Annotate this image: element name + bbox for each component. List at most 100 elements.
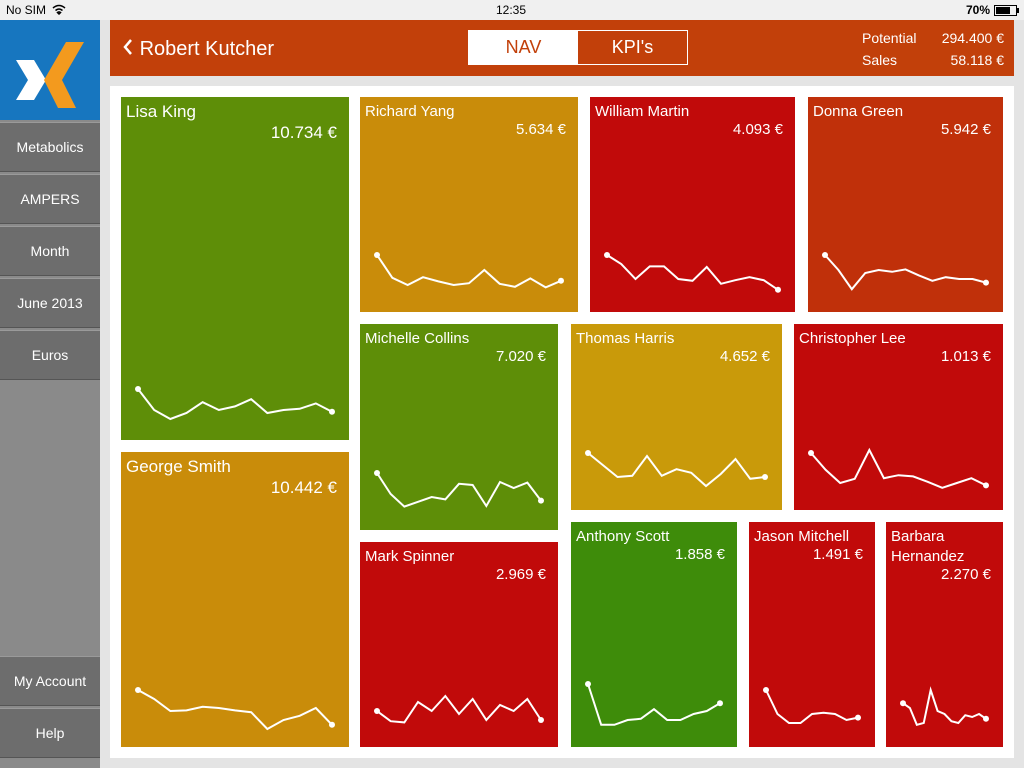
sparkline-dot (374, 252, 380, 258)
sparkline-dot (983, 279, 989, 286)
sparkline-dot (900, 700, 906, 707)
wifi-icon (52, 4, 66, 15)
sparkline-dot (983, 482, 989, 489)
sparkline-line (376, 472, 542, 508)
sparkline-dot (585, 450, 591, 456)
sparkline (585, 450, 768, 488)
sparkline (763, 687, 861, 724)
back-chevron (123, 39, 132, 55)
tile[interactable]: William Martin 4.093 € (590, 97, 795, 312)
back-title: Robert Kutcher (139, 38, 275, 60)
sparkline-line (810, 447, 987, 489)
tab[interactable]: NAV (469, 31, 578, 64)
tab[interactable]: KPI's (611, 37, 654, 57)
menu-item[interactable]: My Account (0, 656, 100, 706)
sparkline-dot (604, 252, 610, 258)
sparkline-dot (763, 687, 769, 693)
tile-value: 5.942 € (940, 121, 991, 138)
sparkline-line (137, 388, 333, 421)
tile-name: Barbara Hernandez (891, 528, 965, 565)
sparkline-line (765, 689, 859, 724)
sparkline-line (824, 254, 987, 291)
stat-value: 294.400 € (941, 30, 1004, 46)
sparkline-dot (585, 681, 591, 687)
tile-name: Jason Mitchell (754, 528, 850, 545)
tile-value: 5.634 € (515, 121, 566, 138)
tile[interactable]: Christopher Lee 1.013 € (794, 324, 1003, 510)
tile-value: 1.491 € (812, 546, 863, 563)
sparkline (374, 252, 564, 289)
tile-name: Michelle Collins (365, 330, 470, 347)
logo[interactable] (0, 20, 100, 120)
stat-row: Potential 294.400 € (862, 30, 1004, 52)
sparkline (135, 687, 335, 731)
stat-label: Potential (862, 30, 917, 46)
back-button[interactable]: Robert Kutcher (122, 38, 274, 61)
tile-name: Donna Green (813, 103, 904, 120)
tile-name: Lisa King (126, 102, 196, 121)
carrier: No SIM (6, 3, 47, 17)
menu-item[interactable]: Month (0, 226, 100, 276)
tile-name: Richard Yang (365, 103, 455, 120)
tile[interactable]: Michelle Collins 7.020 € (360, 324, 558, 530)
logo-mark (16, 42, 84, 108)
tile-value: 7.020 € (495, 348, 546, 365)
tile-name: William Martin (595, 103, 690, 120)
header-stats: Potential 294.400 € Sales 58.118 € (862, 30, 1004, 74)
tile[interactable]: George Smith 10.442 € (121, 452, 349, 747)
tile-value: 1.858 € (674, 546, 725, 563)
tile-name: Mark Spinner (365, 548, 455, 565)
menu-item[interactable]: AMPERS (0, 174, 100, 224)
sparkline-line (902, 686, 987, 726)
sparkline-dot (538, 717, 544, 723)
sparkline-line (587, 452, 766, 488)
header-bar: Robert Kutcher NAV KPI's Potential 294.400… (110, 20, 1014, 76)
sparkline (374, 470, 544, 508)
menu-item[interactable]: Help (0, 708, 100, 758)
tile[interactable]: Anthony Scott 1.858 € (571, 522, 737, 747)
tile[interactable]: Lisa King 10.734 € (121, 97, 349, 440)
tile-value: 10.442 € (270, 478, 337, 497)
menu-item[interactable]: Metabolics (0, 122, 100, 172)
tile[interactable]: Jason Mitchell 1.491 € (749, 522, 875, 747)
menu-item[interactable]: June 2013 (0, 278, 100, 328)
tile-name: Anthony Scott (576, 528, 670, 545)
sparkline (604, 252, 781, 293)
sparkline (585, 681, 723, 726)
status-bar: No SIM 12:35 70% (0, 0, 1024, 20)
sparkline-line (137, 689, 333, 731)
tab-bar: NAV KPI's (468, 30, 688, 65)
sparkline-dot (329, 721, 335, 728)
sparkline-dot (558, 277, 564, 284)
sparkline (822, 252, 989, 291)
sparkline-line (587, 683, 721, 726)
sparkline-line (606, 254, 779, 291)
tile-name: Thomas Harris (576, 330, 675, 347)
sparkline (135, 386, 335, 421)
stat-value: 58.118 € (950, 52, 1004, 68)
tile[interactable]: Mark Spinner 2.969 € (360, 542, 558, 747)
sparkline-line (376, 694, 542, 724)
sparkline-dot (135, 687, 141, 693)
tile-value: 1.013 € (940, 348, 991, 365)
sparkline-dot (808, 450, 814, 456)
stat-row: Sales 58.118 € (862, 52, 1004, 74)
sparkline (374, 694, 544, 724)
menu-item[interactable]: Euros (0, 330, 100, 380)
tile[interactable]: Thomas Harris 4.652 € (571, 324, 782, 510)
tile-value: 2.969 € (495, 566, 546, 583)
sparkline-dot (822, 252, 828, 258)
tile[interactable]: Barbara Hernandez 2.270 € (886, 522, 1003, 747)
tile[interactable]: Richard Yang 5.634 € (360, 97, 578, 312)
sparkline (808, 447, 989, 489)
battery-icon (994, 5, 1019, 16)
tile-value: 2.270 € (940, 566, 991, 583)
sparkline-dot (775, 286, 781, 293)
battery-text: 70% (966, 3, 991, 17)
clock: 12:35 (496, 3, 527, 17)
tile-name: Christopher Lee (799, 330, 906, 347)
tile[interactable]: Donna Green 5.942 € (808, 97, 1003, 312)
sparkline-dot (762, 474, 768, 480)
sparkline-dot (135, 386, 141, 392)
sparkline-dot (855, 714, 861, 721)
